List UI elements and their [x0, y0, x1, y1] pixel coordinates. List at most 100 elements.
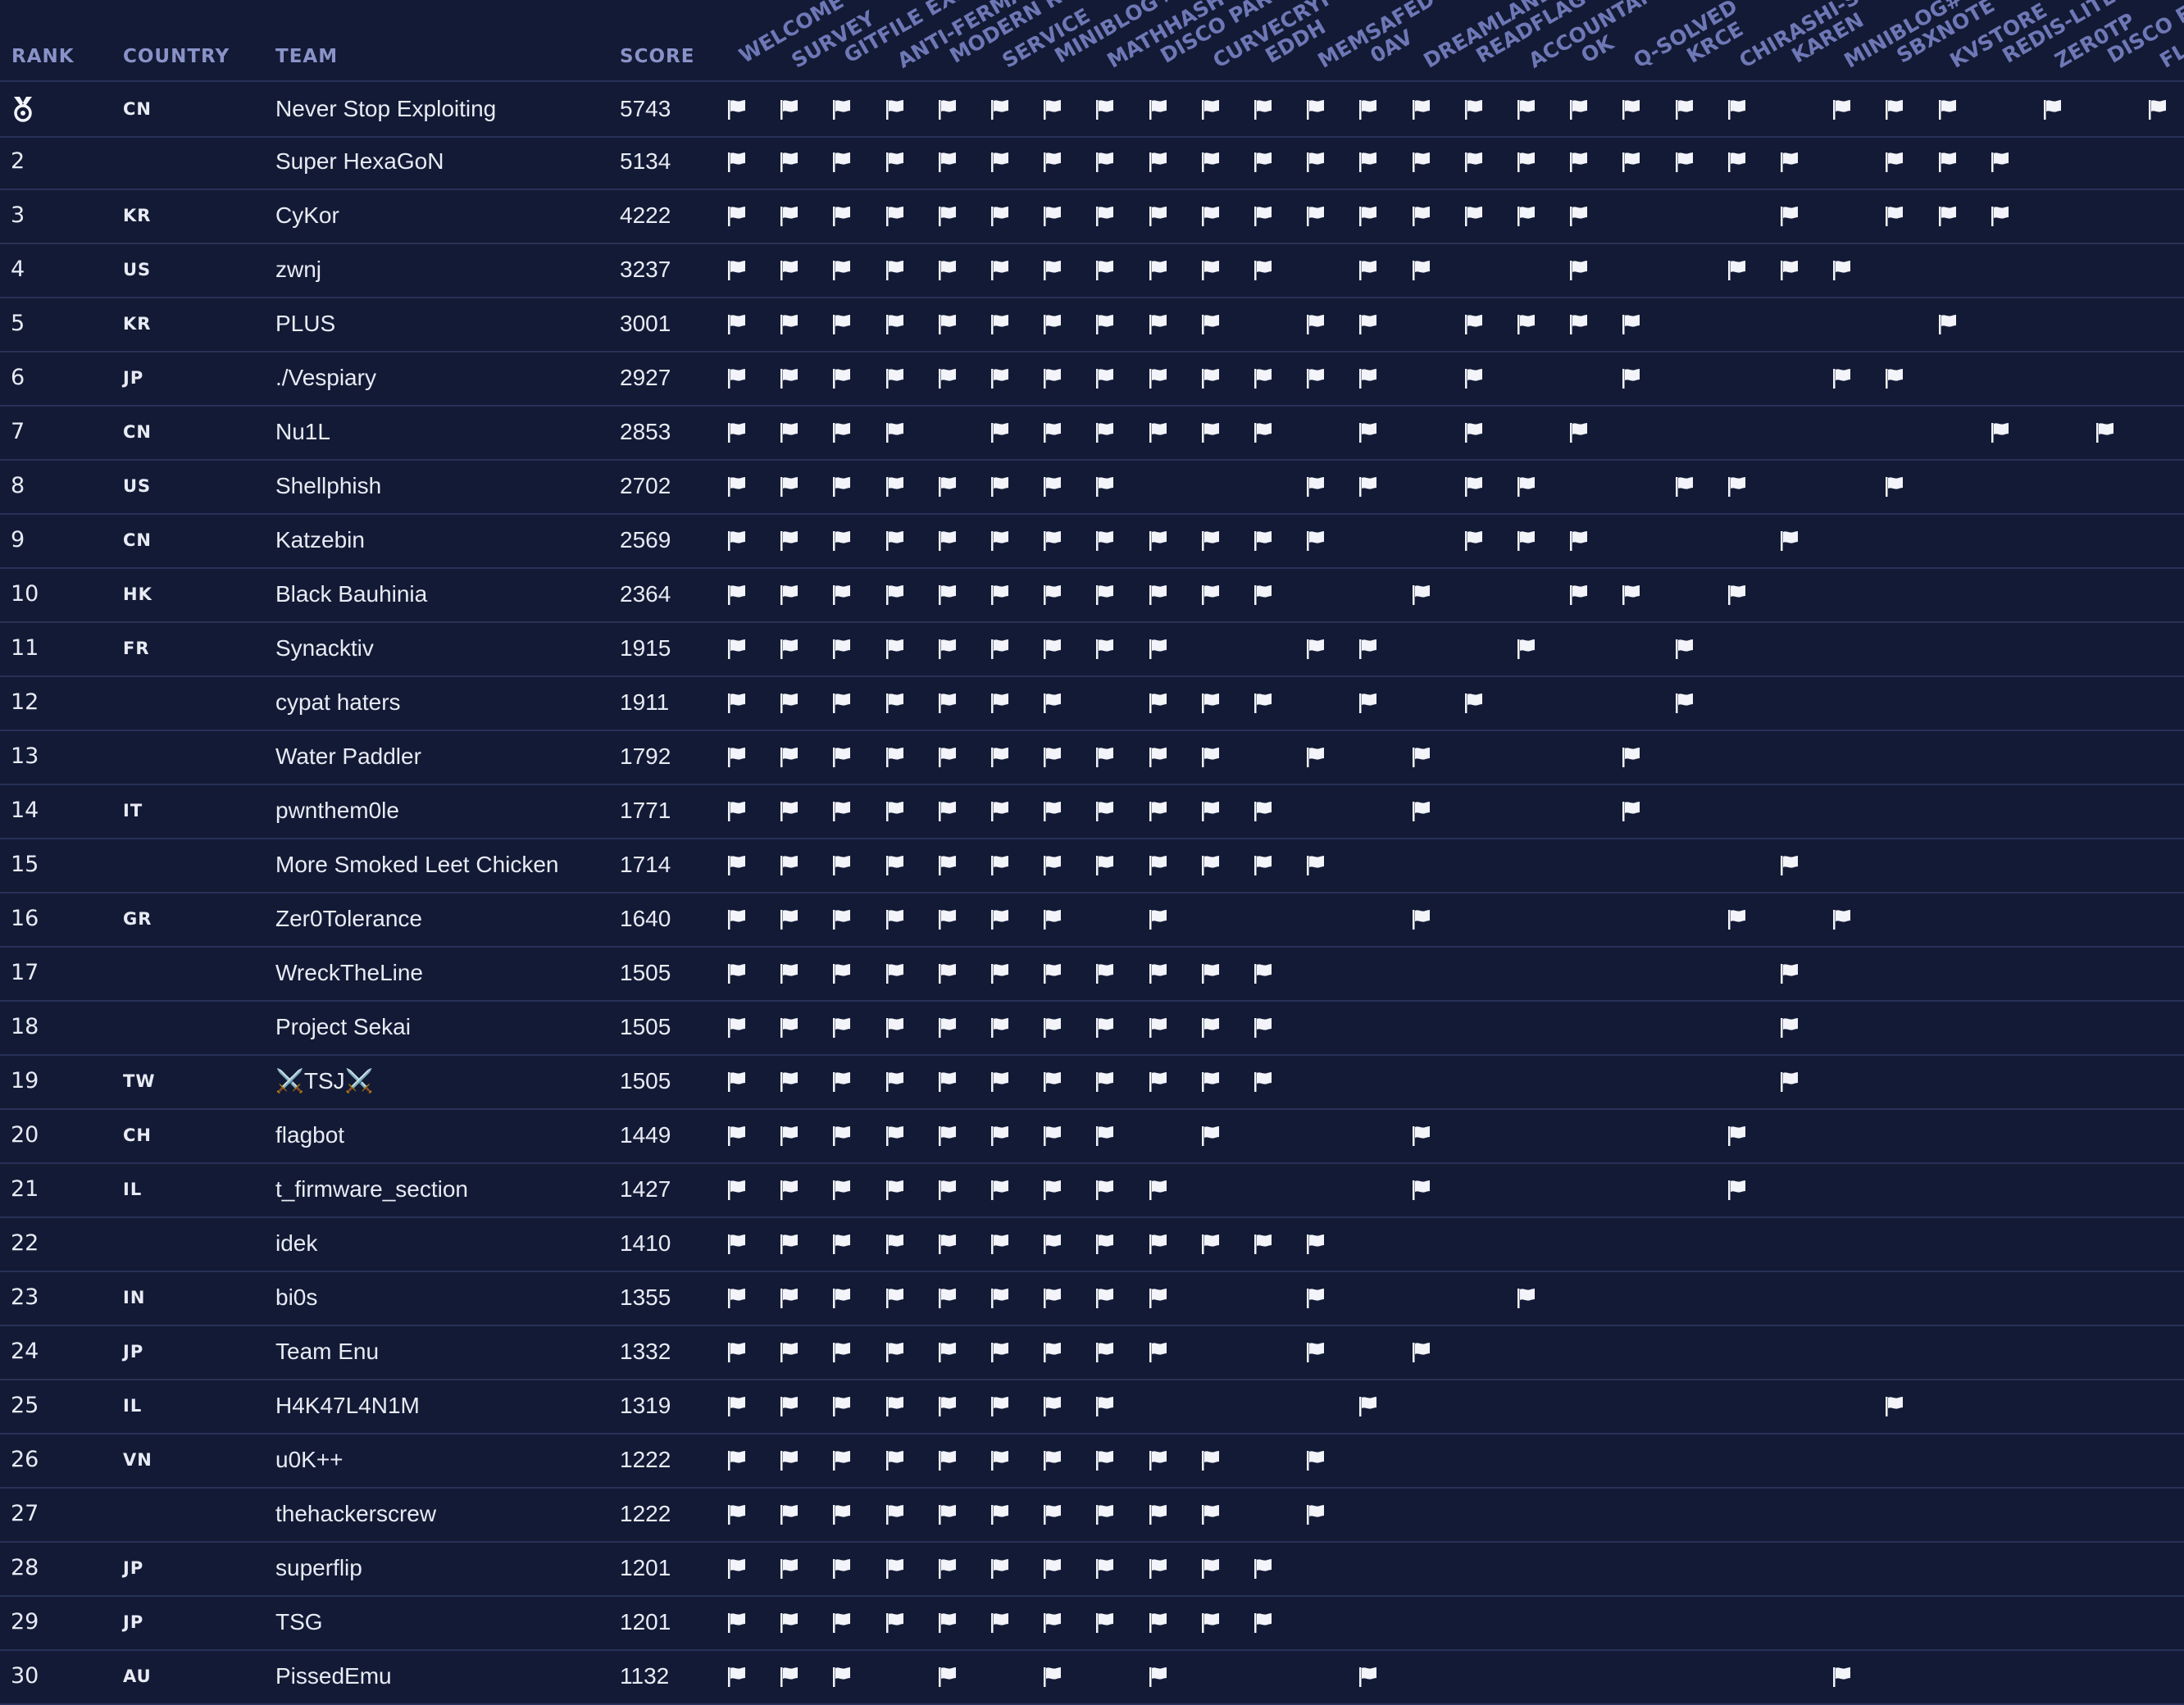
table-row[interactable]: 2 Super HexaGoN 5134	[0, 134, 2184, 190]
table-row[interactable]: 20 CH flagbot 1449	[0, 1108, 2184, 1164]
team-name[interactable]: bi0s	[275, 1284, 318, 1310]
table-row[interactable]: 26 VN u0K++ 1222	[0, 1433, 2184, 1489]
table-row[interactable]: 7 CN Nu1L 2853	[0, 405, 2184, 461]
flag-icon	[1676, 152, 1693, 172]
team-name[interactable]: ./Vespiary	[275, 365, 376, 390]
flag-icon	[991, 1559, 1008, 1579]
team-name[interactable]: thehackerscrew	[275, 1501, 437, 1526]
table-row[interactable]: 5 KR PLUS 3001	[0, 297, 2184, 352]
team-name[interactable]: Never Stop Exploiting	[275, 96, 497, 121]
table-row[interactable]: 12 cypat haters 1911	[0, 675, 2184, 731]
challenge-header[interactable]: FL	[2155, 39, 2184, 73]
team-name[interactable]: Water Paddler	[275, 743, 421, 769]
table-row[interactable]: 27 thehackerscrew 1222	[0, 1487, 2184, 1543]
table-row[interactable]: 4 US zwnj 3237	[0, 243, 2184, 298]
flag-icon	[1622, 748, 1640, 767]
team-name[interactable]: cypat haters	[275, 689, 401, 715]
table-row[interactable]: 29 JP TSG 1201	[0, 1595, 2184, 1651]
team-name[interactable]: superflip	[275, 1555, 362, 1580]
flag-icon	[1202, 585, 1219, 605]
table-row[interactable]: 15 More Smoked Leet Chicken 1714	[0, 838, 2184, 893]
table-row[interactable]: 13 Water Paddler 1792	[0, 730, 2184, 785]
team-name[interactable]: Katzebin	[275, 527, 365, 552]
flag-icon	[833, 1343, 850, 1362]
table-row[interactable]: 23 IN bi0s 1355	[0, 1271, 2184, 1326]
table-row[interactable]: 9 CN Katzebin 2569	[0, 513, 2184, 569]
table-row[interactable]: 17 WreckTheLine 1505	[0, 946, 2184, 1002]
team-name[interactable]: Super HexaGoN	[275, 148, 444, 174]
flag-icon	[939, 261, 956, 280]
flag-icon	[780, 748, 798, 767]
table-row[interactable]: CN Never Stop Exploiting 5743	[0, 80, 2184, 138]
flag-icon	[780, 1613, 798, 1633]
flag-icon	[991, 315, 1008, 334]
table-row[interactable]: 8 US Shellphish 2702	[0, 459, 2184, 515]
team-name[interactable]: ⚔️TSJ⚔️	[275, 1068, 374, 1093]
flag-icon	[991, 261, 1008, 280]
flag-icon	[1833, 1667, 1850, 1687]
flag-icon	[1728, 100, 1745, 120]
team-name[interactable]: Nu1L	[275, 419, 330, 444]
team-name[interactable]: H4K47L4N1M	[275, 1393, 420, 1418]
flag-icon	[1202, 261, 1219, 280]
team-name[interactable]: WreckTheLine	[275, 960, 424, 985]
country-cell: AU	[123, 1666, 152, 1686]
table-row[interactable]: 19 TW ⚔️TSJ⚔️ 1505	[0, 1054, 2184, 1110]
flag-icon	[1149, 531, 1167, 551]
flag-icon	[833, 1180, 850, 1200]
flag-icon	[1096, 1559, 1113, 1579]
flag-icon	[939, 693, 956, 713]
table-row[interactable]: 18 Project Sekai 1505	[0, 1000, 2184, 1056]
flag-icon	[1413, 910, 1430, 930]
score-cell: 2364	[620, 581, 671, 607]
flag-icon	[1202, 693, 1219, 713]
flag-icon	[1307, 639, 1324, 659]
flag-icon	[1939, 100, 1956, 120]
table-row[interactable]: 6 JP ./Vespiary 2927	[0, 351, 2184, 407]
rank-cell: 19	[11, 1068, 39, 1093]
flag-icon	[991, 1180, 1008, 1200]
table-row[interactable]: 14 IT pwnthem0le 1771	[0, 784, 2184, 839]
team-name[interactable]: idek	[275, 1230, 318, 1256]
team-name[interactable]: Team Enu	[275, 1339, 380, 1364]
team-name[interactable]: Shellphish	[275, 473, 382, 498]
flag-icon	[939, 1397, 956, 1416]
table-row[interactable]: 10 HK Black Bauhinia 2364	[0, 567, 2184, 623]
team-name[interactable]: u0K++	[275, 1447, 344, 1472]
table-row[interactable]: 11 FR Synacktiv 1915	[0, 621, 2184, 677]
flag-icon	[1359, 207, 1376, 226]
team-name[interactable]: zwnj	[275, 257, 322, 282]
table-row[interactable]: 3 KR CyKor 4222	[0, 189, 2184, 244]
team-name[interactable]: PissedEmu	[275, 1663, 392, 1689]
flag-icon	[939, 1072, 956, 1092]
flag-icon	[1044, 585, 1061, 605]
table-row[interactable]: 16 GR Zer0Tolerance 1640	[0, 892, 2184, 948]
team-name[interactable]: pwnthem0le	[275, 798, 399, 823]
table-row[interactable]: 22 idek 1410	[0, 1216, 2184, 1272]
table-row[interactable]: 25 IL H4K47L4N1M 1319	[0, 1379, 2184, 1434]
team-name[interactable]: Project Sekai	[275, 1014, 411, 1039]
team-name[interactable]: flagbot	[275, 1122, 345, 1148]
rank-cell: 6	[11, 365, 25, 390]
flag-icon	[833, 207, 850, 226]
team-name[interactable]: More Smoked Leet Chicken	[275, 852, 559, 877]
team-name[interactable]: Zer0Tolerance	[275, 906, 422, 931]
team-name[interactable]: Synacktiv	[275, 635, 374, 661]
team-name[interactable]: PLUS	[275, 311, 336, 336]
flag-icon	[1465, 531, 1482, 551]
table-row[interactable]: 21 IL t_firmware_section 1427	[0, 1162, 2184, 1218]
team-name[interactable]: t_firmware_section	[275, 1176, 468, 1202]
team-name[interactable]: Black Bauhinia	[275, 581, 428, 607]
country-cell: CH	[123, 1125, 152, 1145]
table-row[interactable]: 30 AU PissedEmu 1132	[0, 1649, 2184, 1705]
team-name[interactable]: CyKor	[275, 202, 339, 228]
flag-icon	[1254, 585, 1272, 605]
flag-icon	[780, 802, 798, 821]
flag-icon	[1044, 1126, 1061, 1146]
table-row[interactable]: 28 JP superflip 1201	[0, 1541, 2184, 1597]
flag-icon	[1254, 531, 1272, 551]
team-name[interactable]: TSG	[275, 1609, 323, 1635]
table-row[interactable]: 24 JP Team Enu 1332	[0, 1325, 2184, 1380]
flag-icon	[991, 585, 1008, 605]
flag-icon	[939, 1559, 956, 1579]
